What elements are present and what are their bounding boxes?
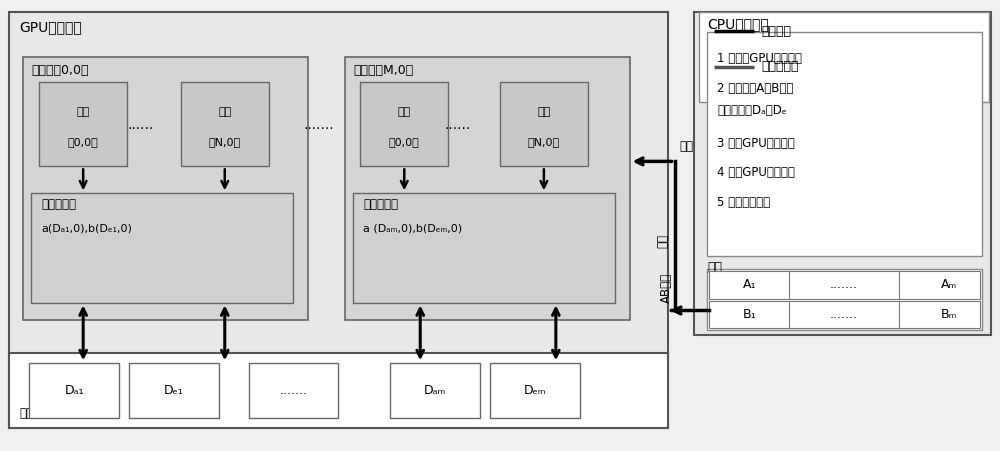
Text: 局存储器中Dₐ和Dₑ: 局存储器中Dₐ和Dₑ (717, 104, 787, 117)
Bar (181, 82, 269, 166)
Bar (360, 82, 448, 166)
Text: ......: ...... (128, 118, 154, 132)
Bar (31, 193, 293, 303)
Text: 1 初始化GPU计算单元: 1 初始化GPU计算单元 (717, 52, 802, 65)
Text: B₁: B₁ (742, 308, 756, 321)
Text: Dₐ₁: Dₐ₁ (64, 384, 84, 397)
Bar (390, 363, 480, 418)
Text: Dₑₘ: Dₑₘ (524, 384, 546, 397)
Bar (709, 300, 980, 328)
Text: 4 检测GPU计算结束: 4 检测GPU计算结束 (717, 166, 795, 179)
Bar (709, 271, 980, 299)
Text: 共享存储器: 共享存储器 (41, 198, 76, 211)
Text: A₁: A₁ (743, 278, 756, 291)
Bar (9, 353, 668, 428)
Bar (699, 12, 989, 102)
Bar (345, 57, 630, 320)
Text: 控制: 控制 (657, 234, 670, 248)
Text: （N,0）: （N,0） (528, 137, 560, 147)
Bar (23, 57, 308, 320)
Bar (9, 12, 668, 428)
Text: ......: ...... (445, 118, 471, 132)
Text: 全局存储器: 全局存储器 (19, 407, 54, 420)
Bar (694, 12, 991, 336)
Bar (500, 82, 588, 166)
Text: CPU控制流程: CPU控制流程 (707, 17, 769, 31)
Text: （0,0）: （0,0） (68, 137, 99, 147)
Text: 控制: 控制 (680, 140, 694, 153)
Text: 线程: 线程 (537, 107, 551, 117)
Text: 共享存储器: 共享存储器 (363, 198, 398, 211)
Text: .......: ....... (830, 278, 858, 291)
Text: .......: ....... (303, 118, 334, 132)
Bar (129, 363, 219, 418)
Bar (707, 32, 982, 256)
Bar (249, 363, 338, 418)
Text: 线程: 线程 (218, 107, 231, 117)
Text: 代表数据流: 代表数据流 (761, 60, 799, 74)
Text: （N,0）: （N,0） (209, 137, 241, 147)
Text: a (Dₐₘ,0),b(Dₑₘ,0): a (Dₐₘ,0),b(Dₑₘ,0) (363, 224, 463, 234)
Bar (29, 363, 119, 418)
Bar (707, 269, 982, 330)
Text: Bₘ: Bₘ (941, 308, 957, 321)
Text: Dₑ₁: Dₑ₁ (164, 384, 184, 397)
Text: 线程: 线程 (398, 107, 411, 117)
Text: .......: ....... (280, 384, 308, 397)
Text: 内存: 内存 (707, 261, 722, 274)
Bar (490, 363, 580, 418)
Text: 线程块（M,0）: 线程块（M,0） (353, 64, 414, 77)
Text: 2 传递内存A和B至全: 2 传递内存A和B至全 (717, 82, 794, 95)
Text: AB传输: AB传输 (660, 272, 673, 303)
Text: 线程: 线程 (77, 107, 90, 117)
Text: 线程块（0,0）: 线程块（0,0） (31, 64, 89, 77)
Text: GPU计算单元: GPU计算单元 (19, 20, 82, 34)
Text: （0,0）: （0,0） (389, 137, 420, 147)
Text: 代表控制: 代表控制 (761, 25, 791, 38)
Text: 3 控制GPU开始计算: 3 控制GPU开始计算 (717, 137, 795, 150)
Text: Aₘ: Aₘ (941, 278, 957, 291)
Bar (353, 193, 615, 303)
Text: a(Dₐ₁,0),b(Dₑ₁,0): a(Dₐ₁,0),b(Dₑ₁,0) (41, 224, 132, 234)
Bar (39, 82, 127, 166)
Text: Dₐₘ: Dₐₘ (424, 384, 446, 397)
Text: .......: ....... (830, 308, 858, 321)
Text: 5 传回计算结果: 5 传回计算结果 (717, 196, 771, 209)
